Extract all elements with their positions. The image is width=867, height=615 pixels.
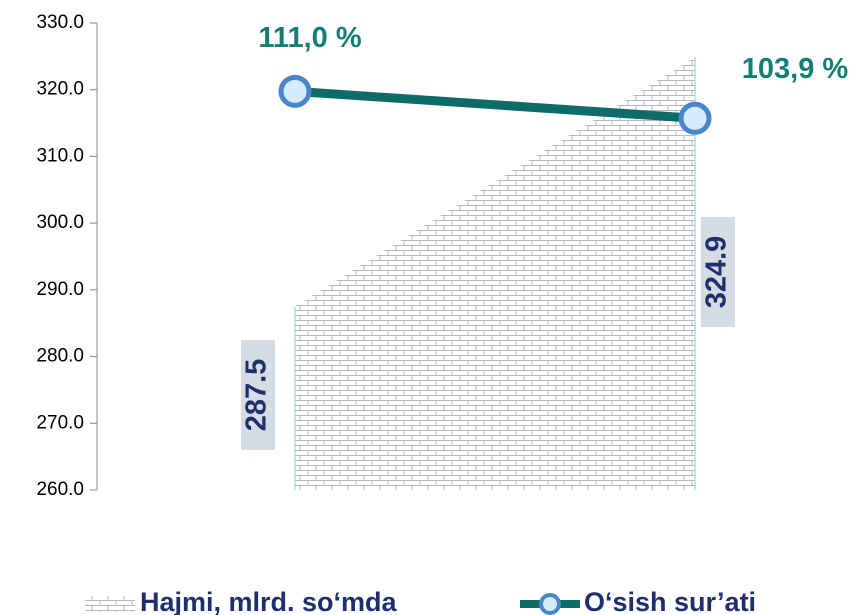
value-label-box <box>241 340 275 450</box>
value-label-box <box>701 217 735 327</box>
y-tick-label: 330.0 <box>36 12 84 33</box>
y-tick-label: 320.0 <box>36 79 84 100</box>
value-label: 287.5 <box>241 359 273 432</box>
value-label: 111,0 % <box>258 22 361 54</box>
y-tick-label: 300.0 <box>36 212 84 233</box>
y-tick-label: 290.0 <box>36 279 84 300</box>
area <box>295 57 695 490</box>
y-tick-label: 260.0 <box>36 479 84 500</box>
legend-swatch <box>85 596 135 612</box>
line <box>294 86 696 123</box>
y-tick-label: 310.0 <box>36 145 84 166</box>
legend-label: Hajmi, mlrd. so‘mda <box>140 587 398 615</box>
legend-marker <box>539 593 561 615</box>
marker <box>678 101 712 135</box>
marker <box>278 74 312 108</box>
value-label: 324.9 <box>701 236 733 309</box>
legend-label: O‘sish sur’ati <box>584 587 756 615</box>
value-label: 103,9 % <box>742 53 849 85</box>
y-tick-label: 270.0 <box>36 412 84 433</box>
y-tick-label: 280.0 <box>36 346 84 367</box>
